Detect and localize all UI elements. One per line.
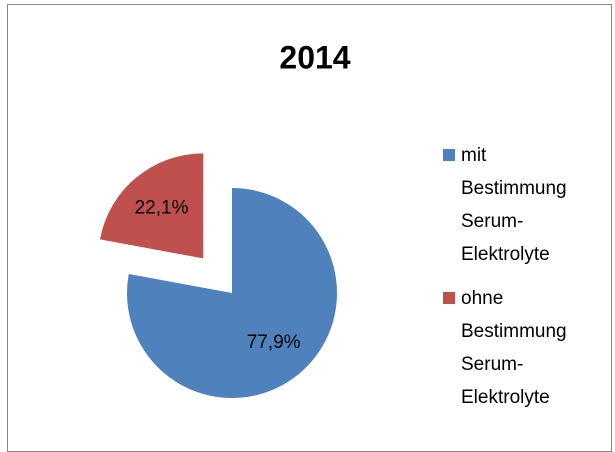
legend-entry: ohne Bestimmung Serum-Elektrolyte xyxy=(443,282,579,414)
chart-title: 2014 xyxy=(279,39,350,75)
data-label: 77,9% xyxy=(247,332,301,353)
data-label: 22,1% xyxy=(135,197,189,218)
legend-label: ohne Bestimmung Serum-Elektrolyte xyxy=(461,288,567,408)
pie-slice xyxy=(99,153,204,259)
legend-label: mit Bestimmung Serum-Elektrolyte xyxy=(461,145,567,265)
legend-swatch xyxy=(443,149,455,161)
legend-entry: mit Bestimmung Serum-Elektrolyte xyxy=(443,139,579,271)
pie-slice xyxy=(126,188,338,398)
legend-swatch xyxy=(443,292,455,304)
